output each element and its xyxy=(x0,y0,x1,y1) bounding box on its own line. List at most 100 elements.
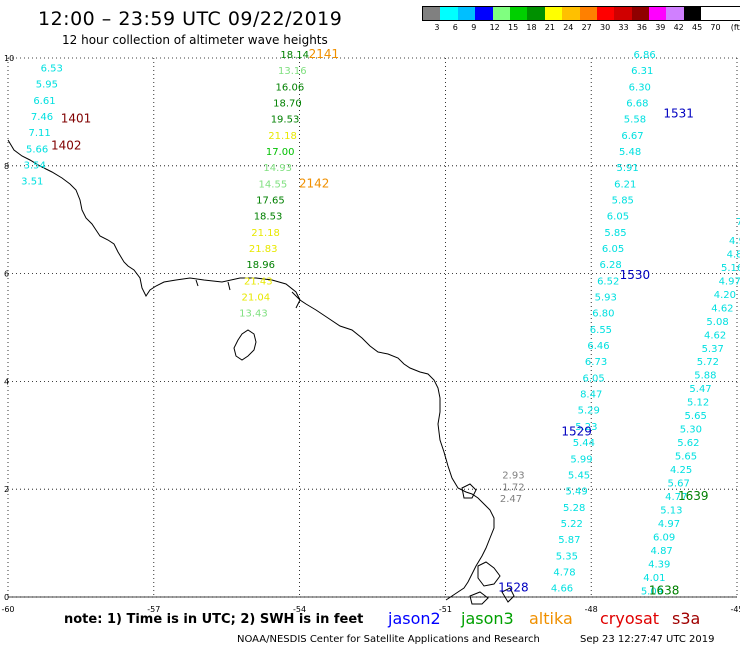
legend-label: 36 xyxy=(636,23,647,32)
swh-value: 21.83 xyxy=(249,244,278,255)
legend-label: 42 xyxy=(673,23,684,32)
swh-value: 5.45 xyxy=(568,470,590,481)
track-time-label: 1638 xyxy=(649,583,680,597)
legend-swatch xyxy=(527,7,545,20)
swh-value: 5.29 xyxy=(578,406,600,417)
swh-value: 5.09 xyxy=(641,586,663,597)
legend-label: 45 xyxy=(692,23,703,32)
legend-label: 24 xyxy=(563,23,574,32)
swh-value: 5.35 xyxy=(556,551,578,562)
swh-value: 5.30 xyxy=(680,425,702,436)
track-time-label: 1402 xyxy=(51,139,82,153)
swh-value: 5.88 xyxy=(694,371,716,382)
swh-value: 6.31 xyxy=(631,66,653,77)
map-subtitle: 12 hour collection of altimeter wave hei… xyxy=(62,33,328,47)
x-tick-label: -51 xyxy=(439,605,452,614)
swh-value: 4.87 xyxy=(651,546,673,557)
legend-swatch xyxy=(562,7,580,20)
swh-value: 21.18 xyxy=(268,131,297,142)
mission-s3a: s3a xyxy=(672,609,701,628)
swh-value: 3.51 xyxy=(21,177,43,188)
swh-value: 4.39 xyxy=(648,559,670,570)
legend-swatch xyxy=(596,7,615,20)
swh-value: 6.61 xyxy=(33,96,55,107)
swh-value: 5.67 xyxy=(668,479,690,490)
legend-label: 21 xyxy=(544,23,555,32)
swh-value: 1.72 xyxy=(502,482,524,493)
swh-value: 5.85 xyxy=(612,196,634,207)
track-time-label: 1528 xyxy=(498,581,529,595)
mission-cryosat: cryosat xyxy=(600,609,660,628)
swh-value: 5.85 xyxy=(604,228,626,239)
swh-value: 5.13 xyxy=(660,505,682,516)
swh-value: 6.46 xyxy=(587,341,609,352)
island-shape xyxy=(233,329,257,361)
y-tick-label: 2 xyxy=(4,485,9,494)
legend-label: 6 xyxy=(452,23,458,32)
swh-value: 5.66 xyxy=(26,144,48,155)
x-tick-label: -48 xyxy=(585,605,598,614)
swh-value: 3.54 xyxy=(24,160,46,171)
x-tick-label: -57 xyxy=(147,605,160,614)
swh-value: 2.93 xyxy=(502,470,524,481)
track-time-label: 1531 xyxy=(663,106,694,120)
legend-unit: (ft) xyxy=(730,23,740,32)
legend-swatch xyxy=(492,7,510,20)
legend-label: 12 xyxy=(489,23,500,32)
swh-value: 7.11 xyxy=(28,128,50,139)
legend-label: 27 xyxy=(581,23,592,32)
footer-note: note: 1) Time is in UTC; 2) SWH is in fe… xyxy=(64,612,364,627)
swh-value: 7.46 xyxy=(31,112,53,123)
swh-value: 5.65 xyxy=(675,452,697,463)
river-inlet xyxy=(195,279,301,309)
swh-value: 19.53 xyxy=(271,115,300,126)
swh-value: 4.66 xyxy=(551,584,573,595)
legend-swatches xyxy=(422,6,740,21)
swh-value: 13.43 xyxy=(239,309,268,320)
swh-value: 6.21 xyxy=(614,179,636,190)
swh-value: 5.47 xyxy=(689,384,711,395)
swh-value: 5.12 xyxy=(687,398,709,409)
track-time-label: 1529 xyxy=(561,424,592,438)
legend-label: 39 xyxy=(655,23,666,32)
swh-value: 6.68 xyxy=(626,99,648,110)
swh-value: 4.97 xyxy=(658,519,680,530)
swh-value: 5.49 xyxy=(565,487,587,498)
coastline xyxy=(7,139,515,605)
y-tick-label: 10 xyxy=(4,54,14,63)
swh-value: 4.78 xyxy=(553,567,575,578)
x-tick-label: -60 xyxy=(1,605,14,614)
delta-islands xyxy=(461,483,515,605)
swh-value: 6.28 xyxy=(600,260,622,271)
legend-swatch xyxy=(509,7,528,20)
legend-label: 30 xyxy=(600,23,611,32)
legend-label: 18 xyxy=(526,23,537,32)
swh-value: 5.65 xyxy=(685,411,707,422)
swh-value: 6.05 xyxy=(607,212,629,223)
mission-jason2: jason2 xyxy=(388,609,441,628)
swh-value: 4.62 xyxy=(711,303,733,314)
legend-swatch xyxy=(475,7,493,20)
swh-value: 5.99 xyxy=(570,454,592,465)
swh-value: 5.23 xyxy=(575,422,597,433)
swh-value: 4.97 xyxy=(719,276,740,287)
swh-value: 5.72 xyxy=(697,357,719,368)
mission-jason3: jason3 xyxy=(461,609,514,628)
swh-value: 5.22 xyxy=(561,519,583,530)
legend-label: 3 xyxy=(434,23,440,32)
swh-value: 5.08 xyxy=(706,317,728,328)
swh-value: 21.04 xyxy=(242,293,271,304)
x-tick-label: -54 xyxy=(293,605,306,614)
swh-value: 7 xyxy=(736,217,740,228)
swh-value: 4.01 xyxy=(643,573,665,584)
swh-value: 5.28 xyxy=(563,503,585,514)
swh-value: 6.73 xyxy=(585,357,607,368)
swh-value: 18.96 xyxy=(246,260,275,271)
swh-value: 6.09 xyxy=(653,532,675,543)
swh-value: 6.86 xyxy=(634,50,656,61)
lat-lon-grid xyxy=(7,57,738,598)
legend-swatch xyxy=(457,7,476,20)
